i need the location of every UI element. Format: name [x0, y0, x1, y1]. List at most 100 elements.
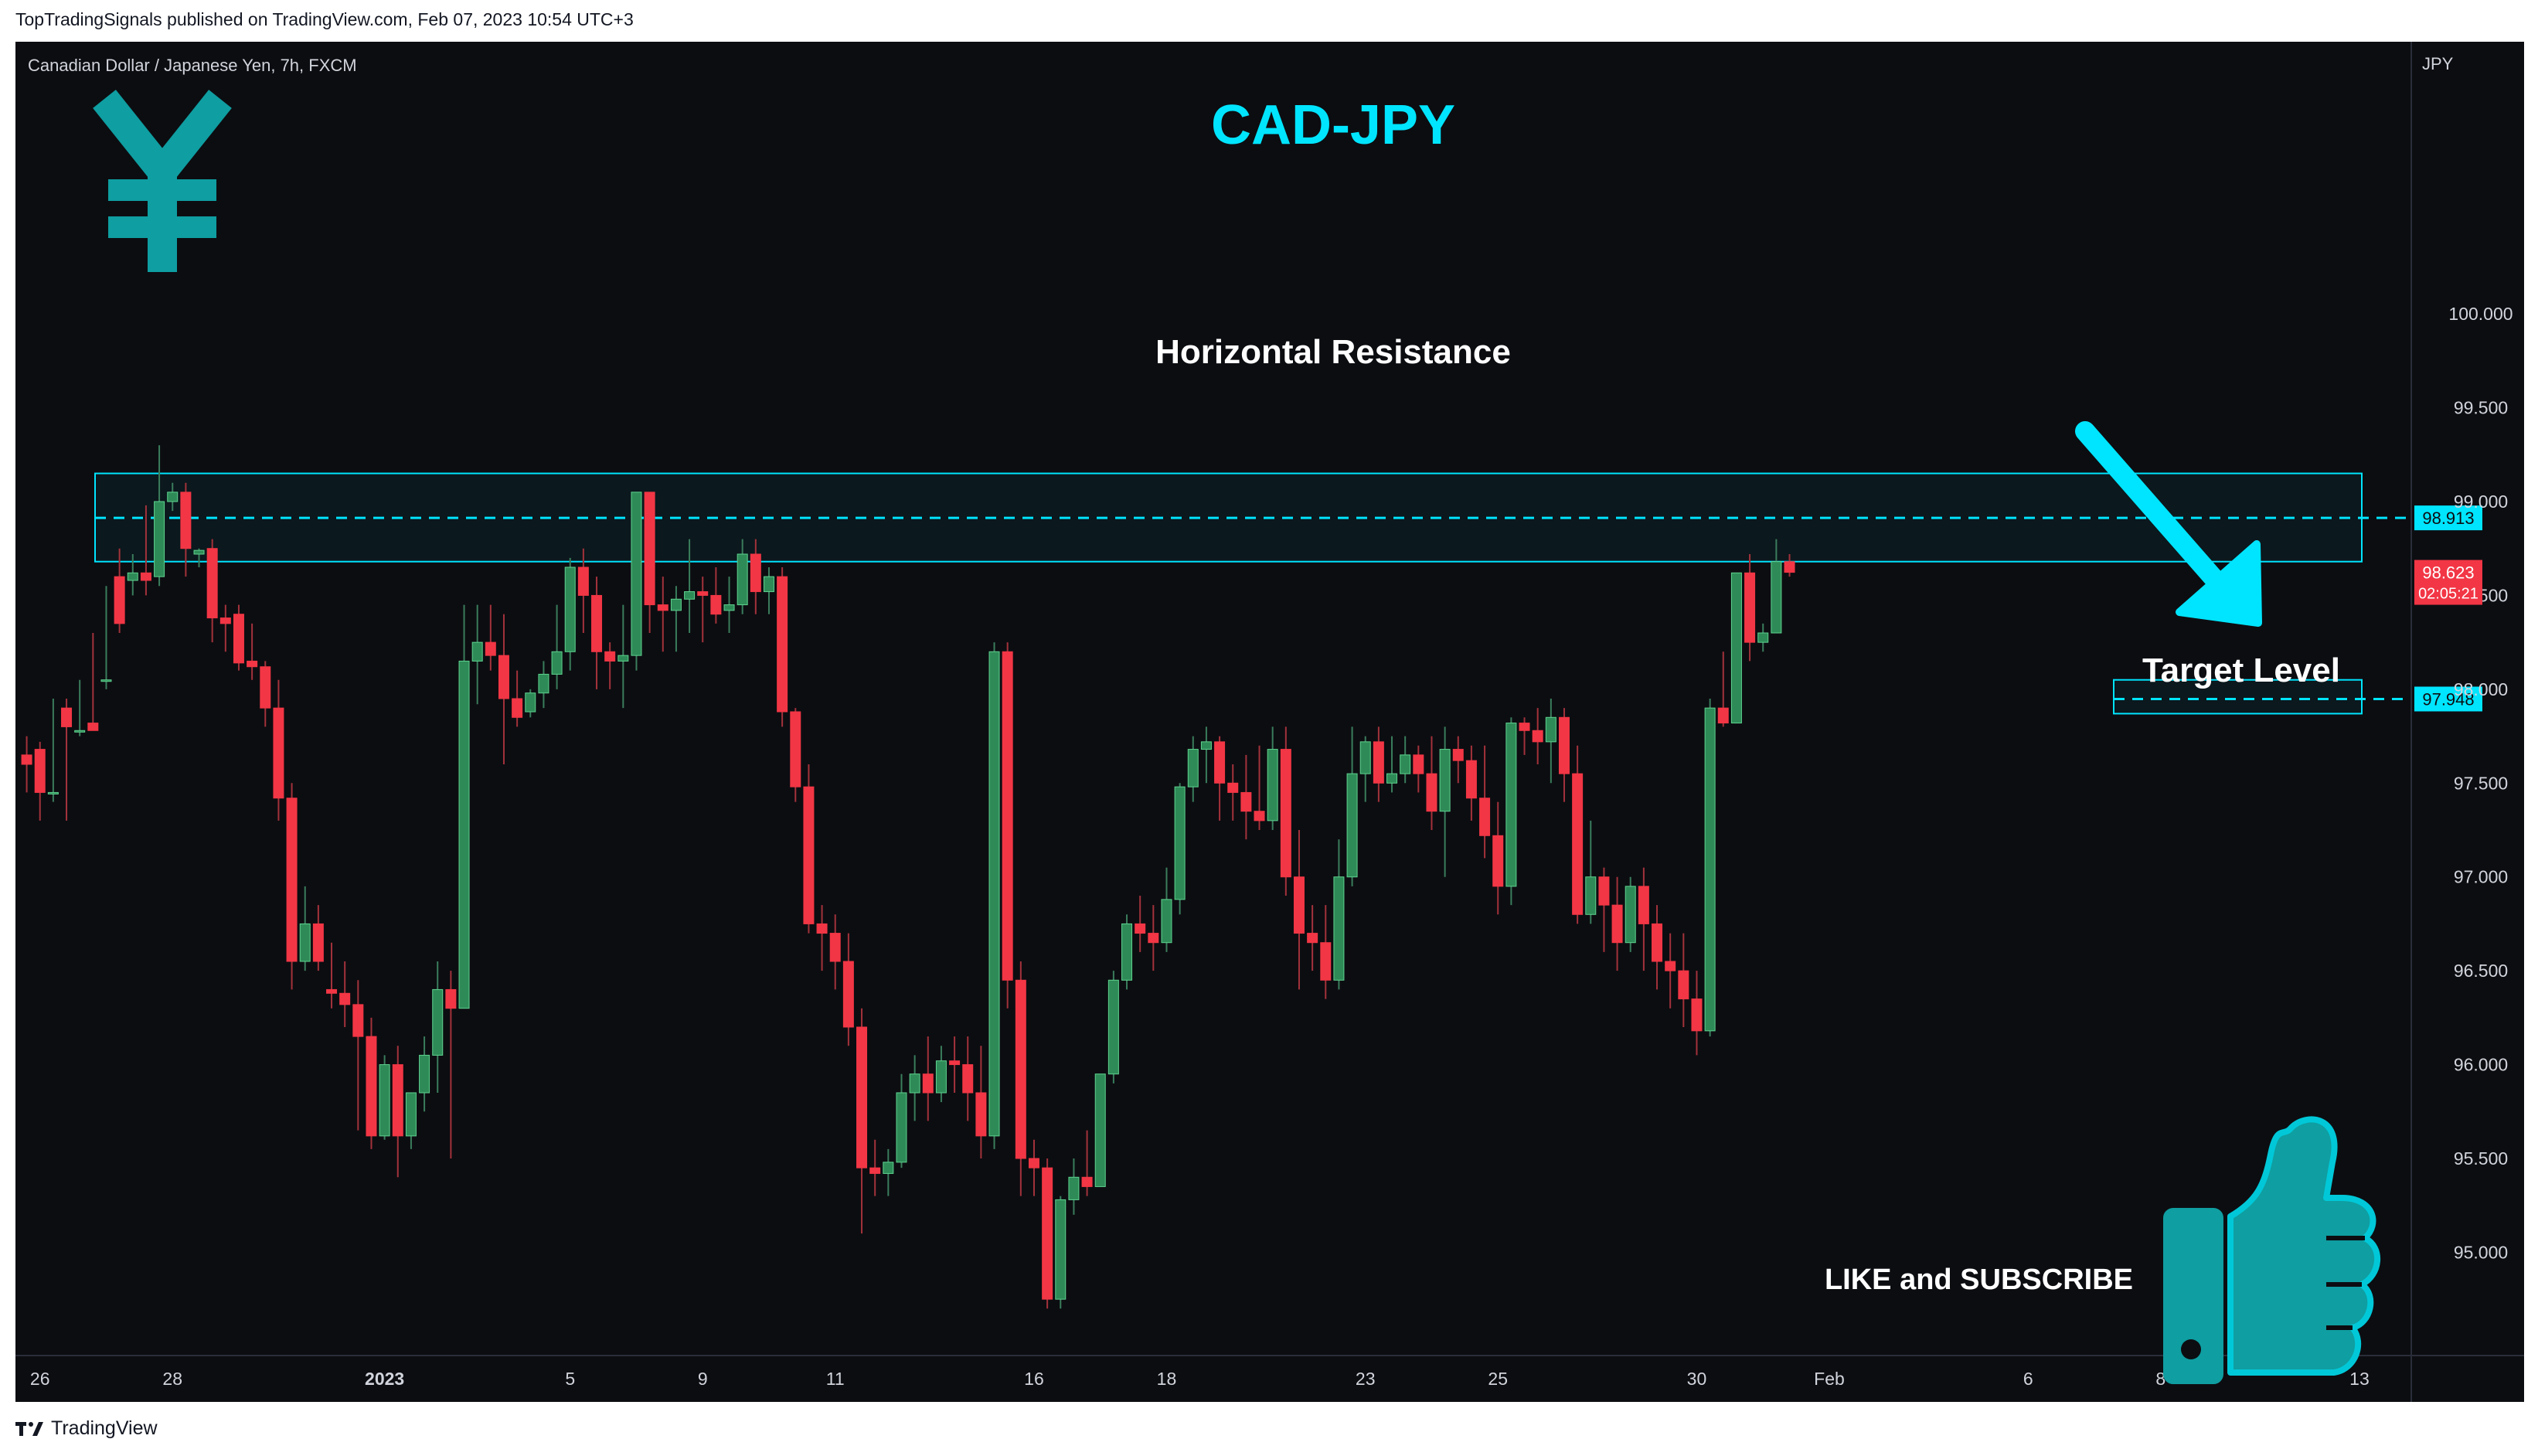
candle — [1426, 736, 1437, 830]
candle — [339, 961, 351, 1027]
candle — [1240, 754, 1252, 840]
candle — [1598, 867, 1610, 952]
candle — [432, 961, 444, 1093]
x-tick-label: 26 — [30, 1369, 50, 1389]
target-zone: 97.948 — [2113, 679, 2482, 715]
candle — [604, 642, 616, 689]
candle — [883, 1148, 894, 1196]
candle — [1625, 876, 1636, 952]
candle — [299, 886, 311, 971]
candle-body — [458, 660, 470, 1009]
candle — [723, 577, 735, 633]
candle — [1028, 1139, 1039, 1196]
candle — [47, 699, 59, 802]
candle — [1254, 745, 1265, 830]
candle-body — [988, 651, 1000, 1137]
candle — [1214, 736, 1226, 821]
candle — [750, 539, 761, 614]
candle — [1691, 971, 1703, 1056]
candle-body — [935, 1060, 947, 1094]
candle — [1267, 726, 1278, 830]
candle-body — [1730, 572, 1742, 724]
candle — [61, 699, 73, 821]
candle — [1121, 914, 1133, 990]
candle — [366, 1017, 377, 1149]
candle — [260, 661, 271, 727]
candle — [737, 539, 748, 614]
candle — [1465, 745, 1477, 821]
candlestick-chart[interactable]: 98.913 97.948 100.00099.50099.00098.5009… — [15, 42, 2524, 1402]
candle-body — [339, 992, 351, 1005]
candle-body — [512, 698, 523, 718]
target-price-tag — [2414, 686, 2482, 712]
x-tick-label: 8 — [2155, 1369, 2165, 1389]
candle-body — [869, 1167, 881, 1174]
candle — [1413, 745, 1424, 793]
candle-body — [180, 492, 192, 549]
candle — [1015, 961, 1026, 1196]
y-tick-label: 96.500 — [2454, 961, 2508, 981]
candle-body — [1094, 1073, 1106, 1187]
candle — [922, 1036, 934, 1121]
chart-pane[interactable]: 98.913 97.948 100.00099.50099.00098.5009… — [15, 42, 2524, 1402]
candle-body — [1492, 835, 1504, 887]
candle-body — [1598, 876, 1610, 906]
candle-body — [1532, 730, 1543, 743]
candle-body — [1784, 561, 1795, 573]
x-tick-label: 5 — [565, 1369, 575, 1389]
candle — [485, 604, 496, 671]
candle-body — [1015, 979, 1026, 1159]
candle-body — [273, 707, 284, 799]
candle — [763, 567, 774, 614]
candle-body — [922, 1073, 934, 1094]
candle-body — [896, 1092, 907, 1163]
candle-body — [299, 923, 311, 962]
candle — [538, 661, 549, 709]
candle — [498, 614, 509, 764]
candle — [1055, 1196, 1067, 1309]
candle-body — [829, 933, 841, 962]
candle-body — [1373, 741, 1384, 784]
candle-body — [140, 572, 151, 581]
candle-body — [856, 1026, 868, 1169]
candle-body — [1426, 773, 1437, 812]
candle-body — [1558, 716, 1570, 774]
target-label: Target Level — [2142, 651, 2340, 689]
candle — [273, 679, 284, 821]
candle-body — [100, 679, 112, 682]
candle — [1107, 971, 1119, 1083]
candle — [1094, 1073, 1106, 1187]
candle-body — [909, 1073, 920, 1094]
candle-body — [154, 501, 165, 577]
candle — [247, 623, 258, 680]
candle — [644, 492, 655, 633]
candle — [1174, 783, 1186, 915]
candle — [551, 604, 563, 689]
y-tick-label: 100.000 — [2448, 304, 2512, 324]
candle-body — [1200, 741, 1212, 750]
candle — [1479, 745, 1491, 859]
thumbs-up-icon — [2163, 1116, 2380, 1384]
candle-body — [617, 655, 629, 662]
candle-body — [87, 723, 99, 731]
candle — [140, 505, 151, 596]
candle-body — [1652, 923, 1663, 962]
last-price-label: 98.623 — [2422, 563, 2474, 583]
candle — [684, 539, 696, 633]
x-tick-label: 2023 — [365, 1369, 404, 1389]
candle-body — [763, 576, 774, 593]
candle-body — [247, 660, 258, 668]
candle-body — [1638, 886, 1649, 924]
resistance-label: Horizontal Resistance — [1155, 333, 1511, 371]
candle-body — [392, 1064, 403, 1137]
candle — [219, 604, 231, 652]
candle-body — [1519, 723, 1530, 731]
footer: TradingView — [15, 1417, 158, 1440]
candle-body — [1042, 1167, 1053, 1300]
candle — [1135, 896, 1146, 952]
candle-body — [193, 549, 205, 555]
x-tick-label: Feb — [1814, 1369, 1845, 1389]
candle-body — [432, 988, 444, 1056]
candle — [326, 942, 338, 1009]
candle-body — [710, 594, 722, 615]
